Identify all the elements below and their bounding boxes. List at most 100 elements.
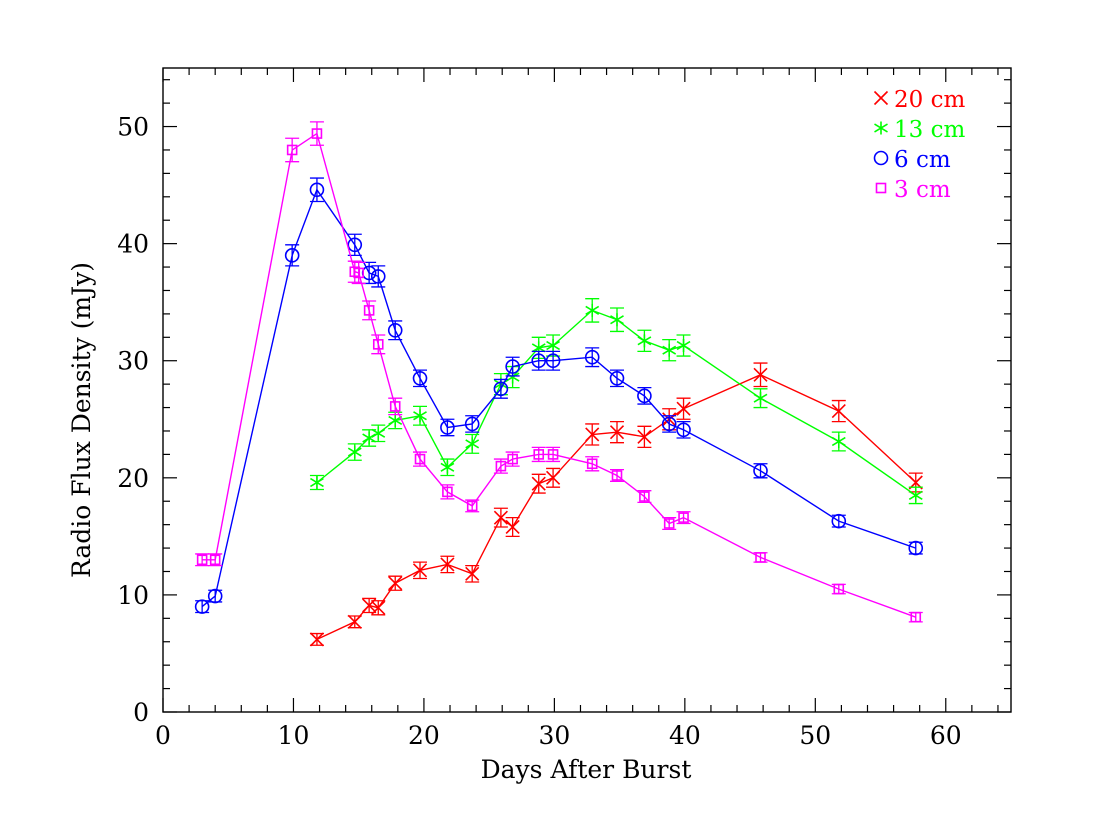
error-bar-6-cm (465, 415, 480, 433)
data-point-3-cm (286, 144, 298, 156)
data-point-13-cm (908, 488, 923, 502)
data-point-6-cm (609, 370, 625, 386)
data-point-20-cm (676, 401, 691, 416)
error-bar-3-cm (362, 300, 377, 321)
legend-marker-20-cm (873, 90, 889, 106)
x-axis-title: Days After Burst (481, 755, 692, 784)
data-point-6-cm (440, 420, 455, 435)
legend-marker-6-cm (873, 150, 889, 166)
data-point-13-cm (610, 313, 624, 327)
error-bar-6-cm (676, 420, 691, 439)
legend-label-3-cm: 3 cm (894, 177, 951, 203)
data-point-20-cm (753, 367, 768, 382)
data-point-13-cm (546, 339, 560, 353)
data-point-6-cm (464, 416, 480, 432)
data-point-6-cm (370, 269, 386, 284)
data-point-20-cm (546, 470, 561, 485)
legend-label-6-cm: 6 cm (894, 147, 951, 173)
data-point-3-cm (755, 552, 766, 563)
error-bar-6-cm (662, 415, 677, 433)
x-tick-label: 40 (669, 721, 701, 750)
data-point-6-cm (387, 322, 403, 338)
data-point-6-cm (207, 588, 223, 604)
y-tick-label: 50 (117, 113, 149, 142)
y-tick-label: 10 (117, 581, 149, 610)
legend-label-13-cm: 13 cm (894, 117, 965, 143)
legend-entry-3-cm: 3 cm (875, 177, 951, 203)
data-point-13-cm (413, 409, 427, 423)
data-point-6-cm (194, 599, 210, 614)
data-point-6-cm (531, 353, 547, 369)
data-point-20-cm (465, 566, 480, 581)
data-point-3-cm (910, 611, 922, 623)
data-point-20-cm (505, 519, 520, 535)
data-point-3-cm (414, 453, 426, 465)
error-bar-6-cm (413, 369, 428, 388)
data-point-3-cm (533, 449, 545, 460)
data-point-3-cm (586, 458, 598, 470)
series-13-cm (309, 298, 923, 505)
data-point-6-cm (661, 416, 677, 432)
error-bar-3-cm (351, 261, 366, 285)
data-point-6-cm (908, 540, 924, 556)
data-point-13-cm (371, 426, 386, 440)
data-point-3-cm (507, 453, 518, 465)
data-point-20-cm (371, 600, 386, 615)
series-line-3-cm (202, 132, 917, 618)
error-bar-6-cm (309, 177, 324, 203)
data-point-3-cm (442, 486, 453, 498)
y-axis-title: Radio Flux Density (mJy) (67, 262, 96, 578)
data-point-3-cm (372, 339, 384, 350)
y-tick-label: 20 (117, 464, 149, 493)
legend-entry-13-cm: 13 cm (874, 117, 965, 143)
error-bar-6-cm (610, 369, 625, 388)
plot-area (194, 121, 924, 647)
plot-frame (162, 67, 1012, 713)
error-bar-3-cm (388, 397, 403, 416)
data-point-20-cm (531, 476, 546, 491)
data-point-6-cm (637, 388, 652, 404)
data-point-3-cm (663, 518, 675, 529)
legend-entry-20-cm: 20 cm (873, 87, 965, 113)
data-point-20-cm (831, 404, 846, 419)
data-point-20-cm (412, 563, 428, 578)
data-point-13-cm (753, 391, 768, 405)
data-point-13-cm (662, 343, 677, 357)
data-point-3-cm (196, 554, 208, 566)
data-point-3-cm (639, 491, 650, 502)
error-bar-3-cm (285, 137, 300, 163)
error-bar-3-cm (309, 121, 324, 146)
legend-label-20-cm: 20 cm (894, 87, 965, 113)
data-point-6-cm (676, 422, 691, 438)
data-point-6-cm (347, 237, 363, 253)
y-tick-label: 0 (133, 698, 149, 727)
legend: 20 cm 13 cm 6 cm 3 cm (873, 87, 965, 203)
data-point-3-cm (466, 500, 478, 512)
data-point-6-cm (505, 359, 520, 374)
data-point-6-cm (753, 463, 768, 479)
data-point-3-cm (833, 583, 845, 595)
data-point-6-cm (545, 353, 561, 369)
data-point-3-cm (311, 128, 323, 139)
x-tick-label: 50 (799, 721, 831, 750)
data-point-13-cm (388, 413, 403, 427)
data-point-3-cm (678, 512, 689, 523)
data-point-20-cm (347, 614, 362, 629)
data-point-13-cm (347, 445, 362, 459)
data-point-3-cm (363, 305, 375, 316)
x-tick-label: 20 (408, 721, 440, 750)
data-point-20-cm (609, 425, 625, 440)
data-point-20-cm (309, 632, 325, 647)
y-tick-label: 30 (117, 347, 149, 376)
error-bar-3-cm (371, 334, 386, 355)
data-point-13-cm (637, 334, 652, 348)
data-point-20-cm (388, 576, 403, 591)
data-point-6-cm (493, 381, 509, 397)
data-point-6-cm (831, 513, 847, 529)
legend-marker-3-cm (875, 182, 887, 194)
data-point-6-cm (309, 182, 325, 198)
data-point-13-cm (585, 303, 600, 317)
data-point-3-cm (495, 460, 507, 472)
